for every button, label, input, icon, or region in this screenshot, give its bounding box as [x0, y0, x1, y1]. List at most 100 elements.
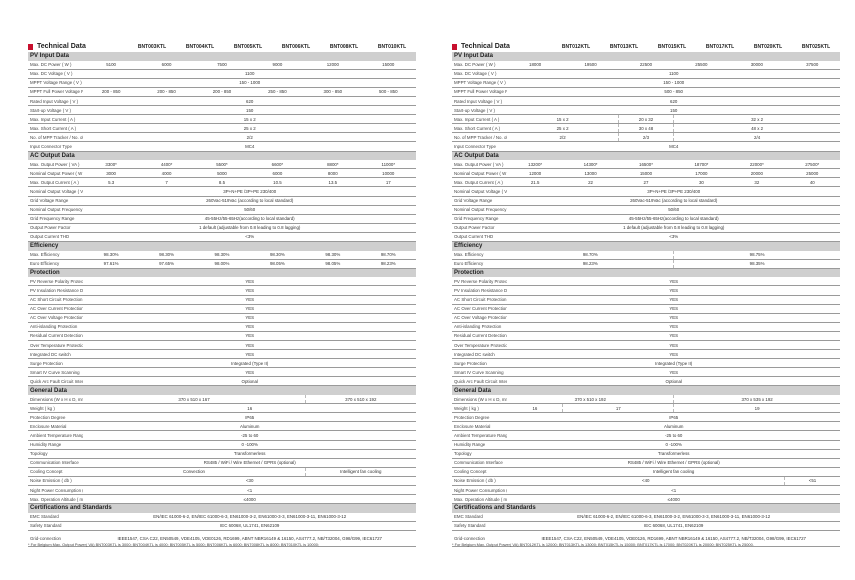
spec-value: 98.00% — [194, 259, 250, 269]
spec-value: Aluminum — [507, 421, 840, 432]
spec-row: Nominal Output Power ( W ) 3000 4000 5000 60… — [28, 168, 416, 179]
spec-row: Residual Current Detection YES — [28, 331, 416, 342]
section-header: Certifications and Standards — [28, 503, 416, 513]
spec-row: Smart IV Curve Scanning YES — [452, 367, 840, 378]
spec-label: AC Over Voltage Protection — [28, 313, 84, 323]
spec-label: Nominal Output Frequency ( Hz ) — [452, 205, 508, 215]
spec-value: 250 - 850 — [249, 87, 306, 97]
spec-label: AC Short Circuit Protection — [28, 295, 84, 305]
spec-label: PV Reverse Polarity Protection — [452, 277, 508, 287]
spec-value: 13200* — [507, 160, 563, 170]
spec-row: Over Temperature Protection YES — [28, 340, 416, 351]
spec-value: 50/60 — [83, 205, 416, 215]
spec-value: 6000 — [138, 60, 195, 70]
spec-row: Anti-islanding Protection YES — [452, 322, 840, 332]
spec-label: Protection Degree — [452, 412, 508, 423]
spec-value: 1100 — [83, 69, 416, 79]
spec-row: Max. Output Current ( A ) 21.5 22 27 30 32 40 — [452, 177, 840, 188]
spec-label: Max. Operation Altitude ( m ) — [28, 494, 84, 505]
spec-value: 37500 — [784, 60, 840, 70]
spec-value: IP65 — [507, 412, 840, 423]
left-footnote: * For Belgium Max. Output Power( VA) BNT… — [28, 542, 319, 547]
spec-value: 12000 — [305, 60, 361, 70]
model-header: BNT017KTL — [705, 43, 735, 50]
spec-row: Max. Output Power ( VA ) 13200* 14300* 1650… — [452, 160, 840, 170]
spec-label: Max. Efficiency — [452, 250, 508, 260]
spec-row: AC Short Circuit Protection YES — [452, 295, 840, 305]
spec-row: Output Current THD <3% — [28, 232, 416, 242]
spec-label: Nominal Output Power ( W ) — [28, 168, 84, 179]
title-text: Technical Data — [37, 43, 86, 50]
spec-value: Intelligent fan cooling — [304, 467, 416, 477]
spec-label: Max. DC Voltage ( V ) — [28, 69, 84, 79]
spec-value: <3% — [83, 232, 416, 242]
spec-label: AC Over Current Protection — [452, 304, 508, 314]
spec-row: No. of MPP Tracker / No. of PV String2/2… — [452, 132, 840, 143]
spec-row: Max. Efficiency 98.70% 98.75% — [452, 250, 840, 260]
spec-value: 260Vac-519Vac (according to local standa… — [83, 196, 416, 206]
spec-row: Protection Degree IP65 — [28, 412, 416, 423]
spec-value: YES — [507, 367, 840, 378]
spec-value: 15 x 2 — [507, 114, 619, 125]
spec-row: Anti-islanding Protection YES — [28, 322, 416, 332]
spec-row: MPPT Full Power Voltage Range ( V )500 -… — [452, 87, 840, 97]
spec-value: MC4 — [507, 141, 840, 152]
spec-value: 98.23% — [507, 259, 674, 269]
spec-value: 8800* — [305, 160, 361, 170]
spec-value: 200 - 850 — [83, 87, 139, 97]
spec-value: 2/2 — [83, 132, 416, 143]
spec-row: Safety Standard IEC 60068, UL1741, EN6210… — [28, 521, 416, 531]
spec-label: MPPT Voltage Range ( V ) — [28, 78, 84, 88]
spec-label: Grid Frequency Range — [452, 214, 508, 224]
spec-value: 500 - 850 — [360, 87, 416, 97]
spec-value: 370 x 510 x 167 — [83, 395, 306, 405]
right-footnote: * For Belgium Max. Output Power( VA) BNT… — [452, 542, 754, 547]
spec-row: Output Power Factor 1 default (adjustable… — [28, 223, 416, 233]
spec-value: 3P+N+PE /3P+PE 230/400 — [507, 186, 840, 197]
spec-label: Quick Arc Fault Circuit Interruption — [452, 376, 508, 387]
spec-value: 30 — [673, 177, 730, 188]
spec-value: 11000* — [360, 160, 416, 170]
model-header: BNT005KTL — [233, 43, 263, 50]
spec-value: 6000 — [249, 168, 306, 179]
spec-label: Quick Arc Fault Circuit Interruption — [28, 376, 84, 387]
spec-row: Quick Arc Fault Circuit InterruptionOpti… — [452, 376, 840, 387]
spec-row: Nominal Output Frequency ( Hz )50/60 — [452, 205, 840, 215]
spec-value: 3000 — [83, 168, 139, 179]
section-header: Protection — [452, 268, 840, 278]
spec-label: Anti-islanding Protection — [452, 322, 508, 332]
spec-value: 1100 — [507, 69, 840, 79]
spec-label: Ambient Temperature Range (°C) — [452, 430, 508, 441]
spec-label: MPPT Voltage Range ( V ) — [452, 78, 508, 88]
spec-value: 500 - 850 — [507, 87, 840, 97]
spec-value: YES — [507, 322, 840, 332]
section-name: Efficiency — [28, 241, 416, 251]
spec-value: 27500* — [784, 160, 840, 170]
spec-label: Nominal Output Voltage ( V ) — [28, 186, 84, 197]
spec-row: Start-up Voltage ( V ) 150 — [28, 105, 416, 116]
spec-row: Integrated DC switch YES — [28, 349, 416, 360]
title-row: Technical Data BNT012KTL BNT013KTL BNT015KT… — [452, 41, 840, 52]
spec-row: Residual Current Detection YES — [452, 331, 840, 342]
spec-label: MPPT Full Power Voltage Range ( V ) — [452, 87, 508, 97]
spec-label: EMC Standard — [452, 512, 508, 522]
spec-label: PV Insulation Resistance Detection — [452, 285, 508, 296]
spec-label: Protection Degree — [28, 412, 84, 423]
spec-value: 15 x 2 — [83, 114, 416, 125]
spec-label: Max. Short Current ( A ) — [452, 123, 508, 134]
spec-value: 27 — [618, 177, 674, 188]
spec-row: Nominal Output Power ( W ) 12000 13000 1500… — [452, 168, 840, 179]
spec-row: Enclosure Material Aluminum — [452, 421, 840, 432]
spec-value: Intelligent fan cooling — [507, 467, 840, 477]
spec-value: YES — [507, 304, 840, 314]
model-header: BNT025KTL — [801, 43, 831, 50]
section-name: General Data — [452, 385, 840, 396]
spec-label: Nominal Output Voltage ( V ) — [452, 186, 508, 197]
spec-value: 30 x 48 — [617, 123, 674, 134]
spec-value: 8000 — [305, 168, 361, 179]
spec-value: 1 default (adjustable from 0.8 leading t… — [83, 223, 416, 233]
spec-row: Euro Efficiency 98.23% 98.35% — [452, 259, 840, 269]
section-name: Certifications and Standards — [28, 503, 416, 513]
spec-value: 4400* — [138, 160, 195, 170]
